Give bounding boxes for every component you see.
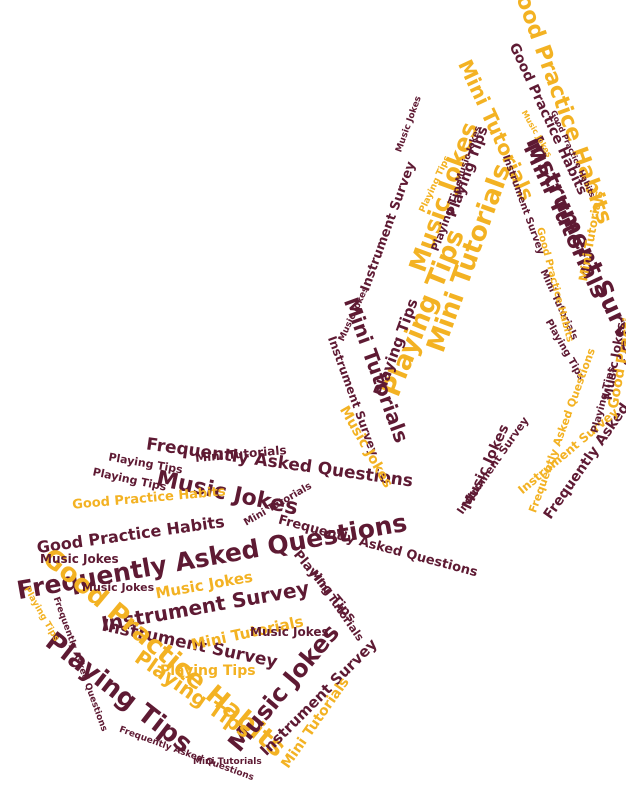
- word-cloud-word: Music Jokes: [250, 625, 329, 639]
- word-cloud-word: Mini Tutorials: [193, 757, 262, 767]
- word-cloud-word: Music Jokes: [82, 581, 155, 594]
- word-cloud-word: Instrument Survey: [357, 159, 419, 294]
- word-cloud-word: Music Jokes: [394, 94, 424, 154]
- word-cloud-word: Playing Tips: [160, 663, 256, 679]
- word-cloud-word: Music Jokes: [40, 552, 119, 566]
